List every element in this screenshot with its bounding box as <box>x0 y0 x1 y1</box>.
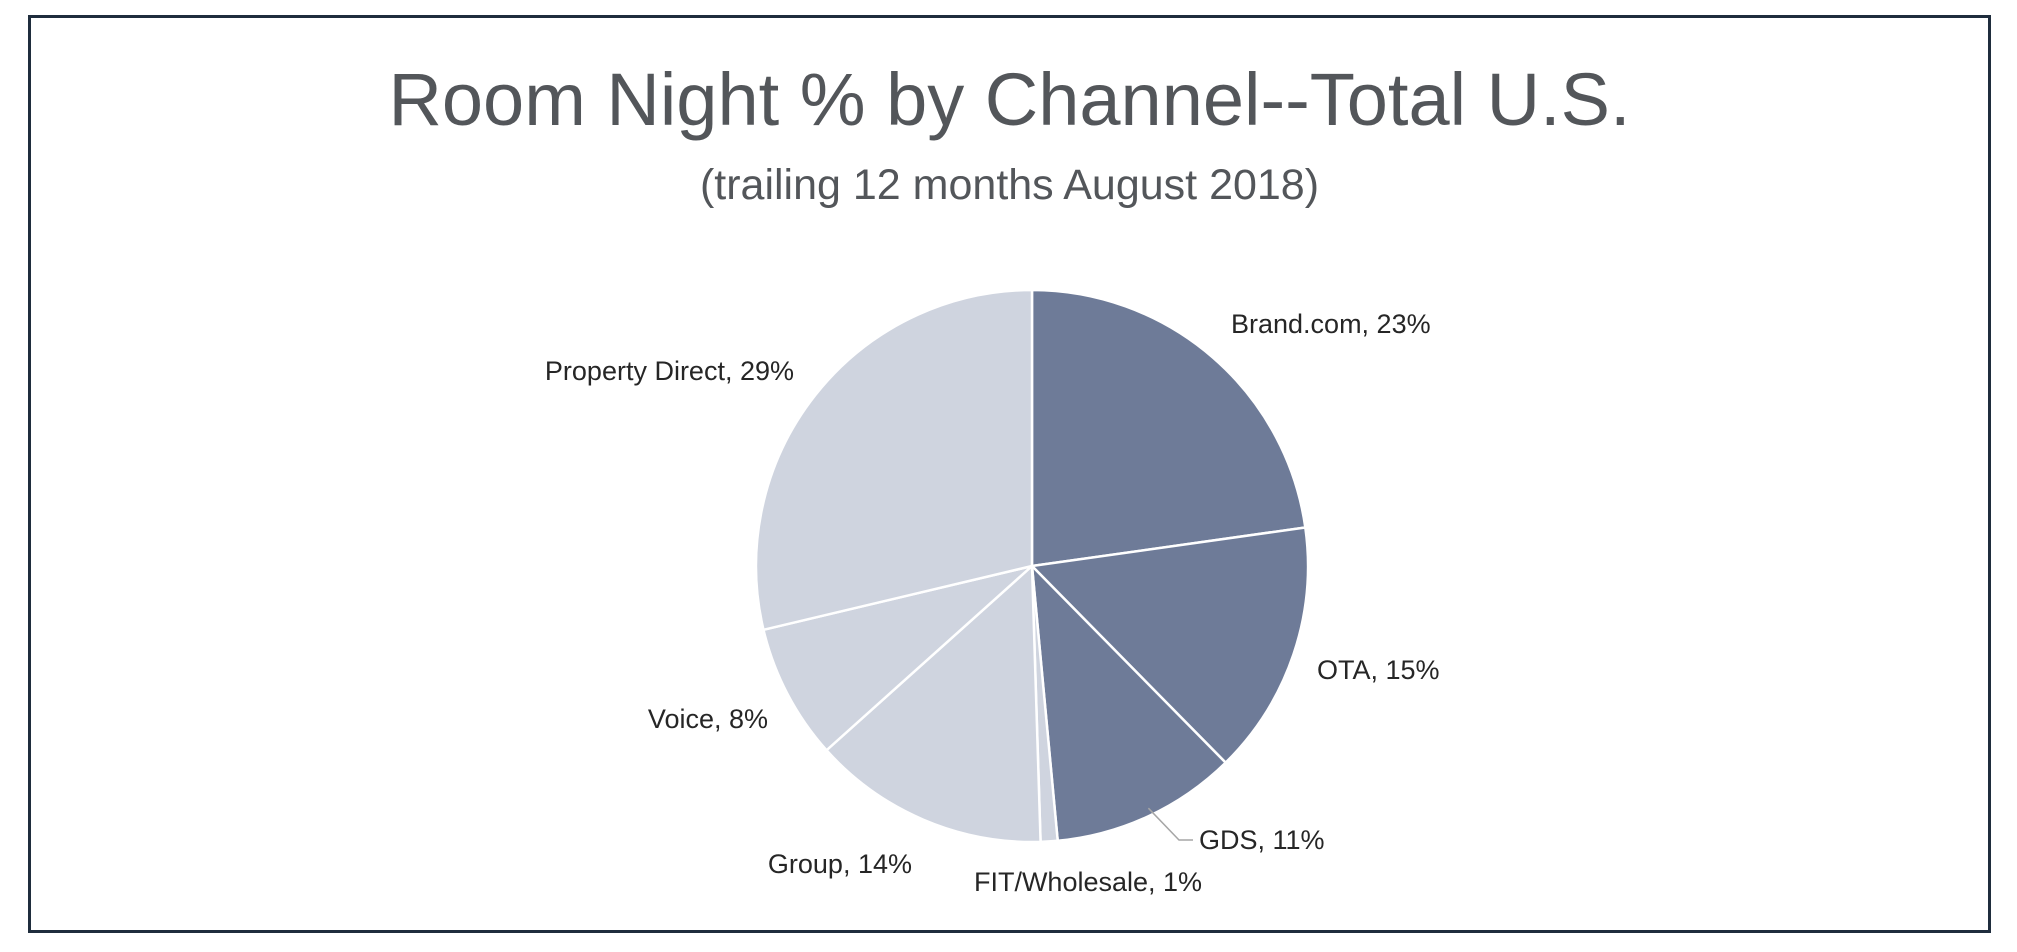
pie-slice-brand-com <box>1030 288 1307 568</box>
slice-label-ota: OTA, 15% <box>1317 655 1440 685</box>
pie-slice-voice <box>762 564 1034 752</box>
slice-label-fit-wholesale: FIT/Wholesale, 1% <box>974 867 1202 897</box>
pie-slice-gds <box>1030 564 1227 843</box>
chart-subtitle: (trailing 12 months August 2018) <box>699 161 1320 209</box>
slice-label-brand-com: Brand.com, 23% <box>1231 309 1431 339</box>
slice-label-property-direct: Property Direct, 29% <box>545 356 794 386</box>
slice-label-group: Group, 14% <box>768 849 912 879</box>
leader-lines <box>1147 807 1193 841</box>
slice-label-voice: Voice, 8% <box>648 704 768 734</box>
pie-slice-property-direct <box>754 288 1034 632</box>
pie-slice-ota <box>1030 526 1310 764</box>
chart-title: Room Night % by Channel--Total U.S. <box>388 58 1631 141</box>
slice-label-gds: GDS, 11% <box>1199 825 1325 855</box>
pie-slices <box>754 288 1310 844</box>
pie-slice-group <box>825 564 1042 844</box>
leader-line-gds <box>1147 807 1193 841</box>
slice-labels: Brand.com, 23% OTA, 15% GDS, 11% FIT/Wholes… <box>545 309 1440 897</box>
